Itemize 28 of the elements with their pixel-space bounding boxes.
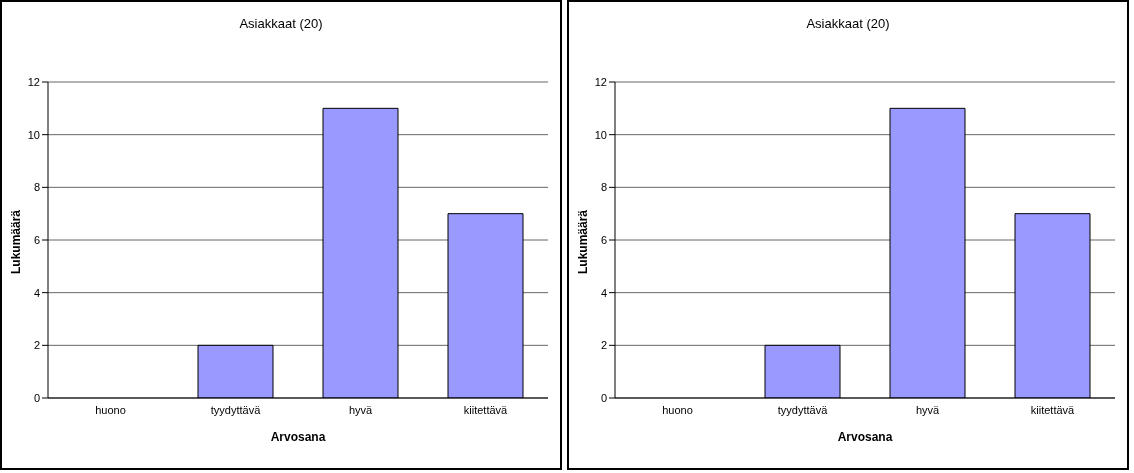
y-tick-label: 2 — [33, 339, 40, 352]
y-tick-label: 12 — [594, 75, 607, 88]
x-tick-label: tyydyttävä — [210, 403, 262, 416]
y-tick-label: 2 — [600, 339, 607, 352]
x-tick-label: kiitettävä — [463, 403, 509, 416]
y-axis-title: Lukumäärä — [576, 209, 590, 275]
y-tick-label: 8 — [600, 181, 607, 194]
y-tick-label: 12 — [27, 75, 40, 88]
y-tick-label: 4 — [600, 286, 607, 299]
y-tick-label: 4 — [33, 286, 40, 299]
y-tick-label: 10 — [594, 128, 607, 141]
y-tick-label: 0 — [33, 391, 40, 404]
x-axis-title: Arvosana — [269, 430, 327, 444]
x-axis-title: Arvosana — [836, 430, 894, 444]
y-tick-label: 6 — [33, 233, 40, 246]
chart-title: Asiakkaat (20) — [805, 16, 891, 31]
chart-title: Asiakkaat (20) — [238, 16, 324, 31]
x-tick-label: hyvä — [348, 403, 373, 416]
x-tick-label: kiitettävä — [1030, 403, 1076, 416]
y-tick-label: 0 — [600, 391, 607, 404]
x-tick-label: huono — [95, 403, 126, 416]
y-tick-label: 10 — [27, 128, 40, 141]
y-tick-label: 6 — [600, 233, 607, 246]
x-tick-label: huono — [662, 403, 693, 416]
x-tick-label: hyvä — [915, 403, 940, 416]
x-tick-label: tyydyttävä — [777, 403, 829, 416]
y-axis-title: Lukumäärä — [9, 209, 23, 275]
y-tick-label: 8 — [33, 181, 40, 194]
